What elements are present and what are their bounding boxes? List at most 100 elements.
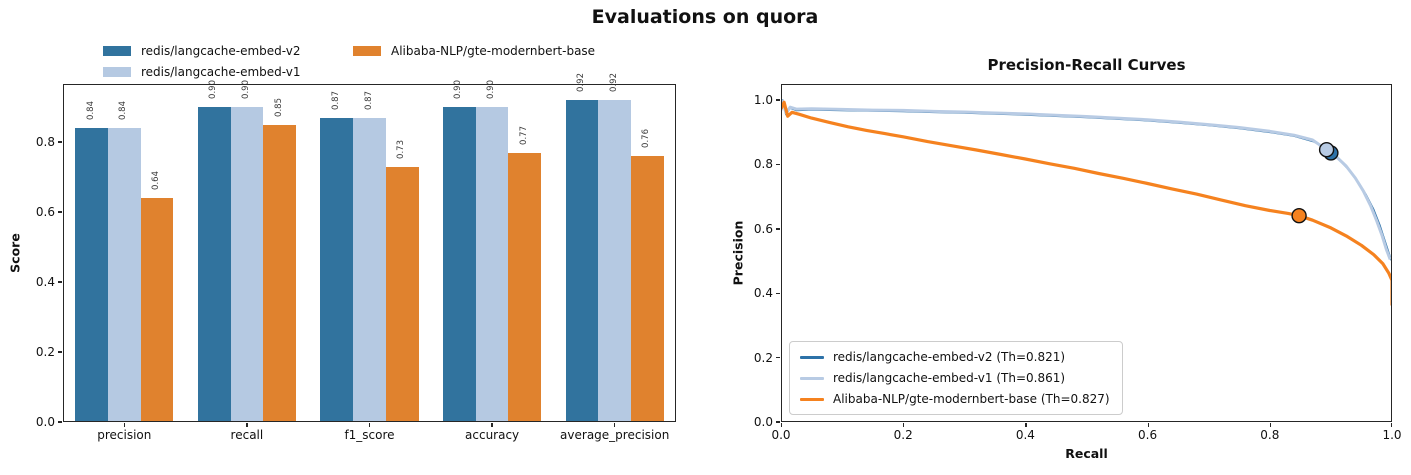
pr-x-tick <box>1390 423 1392 428</box>
bar-y-tick-label: 0.2 <box>35 345 55 360</box>
pr-curves-canvas <box>781 99 1392 306</box>
bar-x-tick-label: recall <box>230 428 264 442</box>
bar-y-tick <box>57 141 62 143</box>
bar-value-text: 0.76 <box>641 129 652 149</box>
pr-y-tick-label: 0.6 <box>753 221 773 236</box>
pr-legend-line-swatch <box>800 397 824 401</box>
bar-legend-swatch <box>103 67 131 77</box>
bar-value-text: 0.90 <box>453 80 464 100</box>
bar-x-tick <box>368 423 371 428</box>
pr-x-tick <box>1269 423 1272 428</box>
bar-x-tick-label: precision <box>97 428 152 442</box>
bar-y-tick <box>57 281 62 283</box>
bar-x-tick-label: accuracy <box>465 428 520 442</box>
bar-value-label: 0.84 <box>86 101 96 124</box>
pr-legend-label: Alibaba-NLP/gte-modernbert-base (Th=0.82… <box>833 392 1110 406</box>
bar-accuracy-series0 <box>443 107 476 422</box>
pr-x-tick-label: 0.4 <box>1015 428 1035 442</box>
pr-legend-line-swatch <box>800 355 824 359</box>
pr-x-tick <box>903 423 905 428</box>
bar-legend-item: Alibaba-NLP/gte-modernbert-base <box>353 44 595 58</box>
pr-threshold-marker-series1 <box>1318 141 1335 158</box>
bar-legend-item: redis/langcache-embed-v2 <box>103 44 301 58</box>
pr-curve-series0 <box>781 99 1392 261</box>
pr-chart-xlabel: Recall <box>1065 446 1108 461</box>
bar-value-label: 0.85 <box>274 98 284 121</box>
bar-y-tick <box>57 351 62 353</box>
bar-value-label: 0.90 <box>241 80 251 103</box>
figure-title: Evaluations on quora <box>591 6 819 28</box>
bar-value-text: 0.87 <box>330 90 341 110</box>
pr-curve-series2 <box>781 100 1392 306</box>
bar-value-text: 0.84 <box>118 101 129 121</box>
bar-value-text: 0.85 <box>273 97 284 117</box>
bar-y-tick <box>57 211 62 213</box>
bar-chart-ylabel: Score <box>7 233 23 273</box>
pr-y-tick-label: 0.0 <box>753 415 773 429</box>
bar-precision-series2 <box>140 198 174 422</box>
bar-x-tick <box>246 423 248 428</box>
pr-chart-legend: redis/langcache-embed-v2 (Th=0.821) redis… <box>789 341 1123 415</box>
bar-legend-label: Alibaba-NLP/gte-modernbert-base <box>391 44 596 58</box>
bar-average_precision-series0 <box>565 100 599 422</box>
bar-value-label: 0.87 <box>331 91 341 114</box>
pr-threshold-marker-series2 <box>1291 207 1307 224</box>
pr-y-tick <box>775 228 780 230</box>
bar-value-text: 0.92 <box>608 73 619 93</box>
bar-value-label: 0.92 <box>609 73 619 96</box>
bar-value-text: 0.64 <box>150 171 161 191</box>
bar-value-text: 0.90 <box>240 80 251 100</box>
pr-legend-item: redis/langcache-embed-v2 (Th=0.821) <box>800 350 1110 364</box>
bar-recall-series1 <box>230 107 264 422</box>
bar-recall-series0 <box>197 107 231 422</box>
bar-value-label: 0.76 <box>641 129 651 152</box>
pr-x-tick <box>781 423 783 428</box>
bar-value-label: 0.84 <box>118 101 128 124</box>
pr-legend-item: Alibaba-NLP/gte-modernbert-base (Th=0.82… <box>800 392 1110 406</box>
pr-y-tick <box>775 421 780 423</box>
pr-y-tick-label: 0.2 <box>753 350 773 365</box>
bar-precision-series0 <box>75 128 108 422</box>
pr-y-tick-label: 0.4 <box>753 286 773 301</box>
bar-f1_score-series1 <box>353 117 386 422</box>
bar-precision-series1 <box>107 128 141 422</box>
bar-legend-swatch <box>103 46 131 56</box>
pr-x-tick-label: 0.0 <box>771 428 791 442</box>
pr-x-tick <box>1147 423 1149 428</box>
pr-curve-series1 <box>781 99 1392 260</box>
bar-value-text: 0.92 <box>576 73 586 93</box>
pr-y-tick-label: 1.0 <box>753 93 773 108</box>
bar-y-tick-label: 0.8 <box>35 135 55 150</box>
bar-average_precision-series2 <box>631 156 664 422</box>
bar-recall-series2 <box>263 124 296 422</box>
bar-accuracy-series1 <box>475 107 509 422</box>
bar-value-label: 0.90 <box>453 80 463 103</box>
pr-y-tick <box>775 292 780 294</box>
bar-value-text: 0.90 <box>486 80 497 100</box>
bar-value-text: 0.77 <box>518 125 529 145</box>
bar-chart-axes: Score 0.0 0.2 0.4 0.6 0.8 precision 0.84 0.84 0.… <box>8 73 676 441</box>
bar-y-tick <box>57 421 62 423</box>
pr-legend-line-swatch <box>800 376 824 380</box>
bar-average_precision-series1 <box>598 100 632 422</box>
bar-x-tick <box>491 423 493 428</box>
bar-value-text: 0.90 <box>208 80 219 100</box>
bar-y-tick-label: 0.6 <box>35 205 55 220</box>
bar-legend-label: redis/langcache-embed-v2 <box>141 44 301 58</box>
pr-x-tick <box>1025 423 1027 428</box>
bar-accuracy-series2 <box>508 152 542 422</box>
pr-y-tick <box>775 163 780 166</box>
pr-y-tick <box>775 356 780 359</box>
bar-value-label: 0.87 <box>364 91 374 114</box>
bar-value-label: 0.73 <box>396 140 406 163</box>
bar-legend-swatch <box>353 46 381 56</box>
bar-y-tick-label: 0.0 <box>35 415 55 429</box>
bar-x-tick-label: f1_score <box>344 428 395 442</box>
pr-x-tick-label: 0.8 <box>1260 428 1280 442</box>
bar-x-tick <box>614 423 616 428</box>
bar-legend-item: redis/langcache-embed-v1 <box>103 65 301 79</box>
bar-legend-label: redis/langcache-embed-v1 <box>141 65 301 79</box>
pr-y-tick-label: 0.8 <box>753 157 773 172</box>
pr-chart-title: Precision-Recall Curves <box>987 56 1186 74</box>
